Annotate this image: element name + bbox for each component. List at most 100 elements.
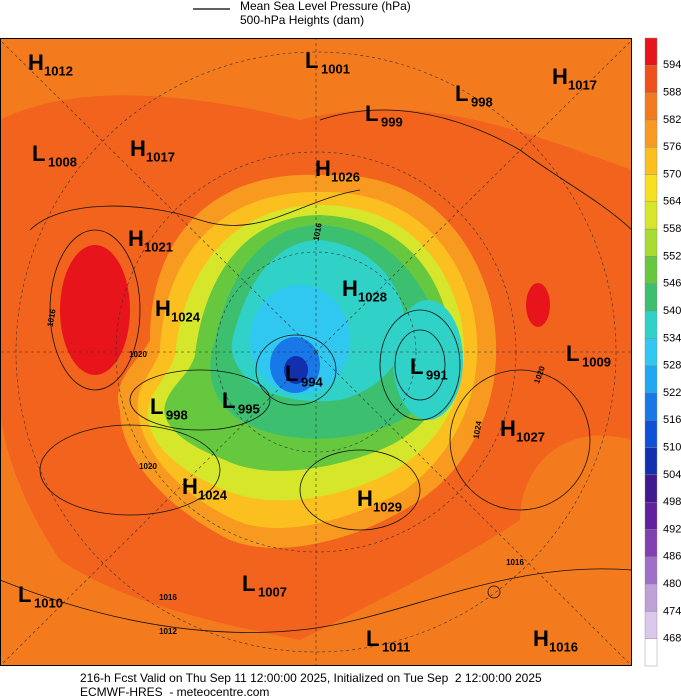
center-pressure: 1016 bbox=[549, 639, 578, 654]
colorbar-swatch bbox=[644, 638, 658, 667]
colorbar-label: 540 bbox=[663, 305, 681, 317]
colorbar-swatch bbox=[644, 501, 658, 530]
center-pressure: 1007 bbox=[258, 584, 287, 599]
center-type: L bbox=[18, 582, 31, 607]
isobar bbox=[29, 189, 361, 231]
colorbar-swatch bbox=[644, 338, 658, 366]
colorbar-label: 564 bbox=[663, 196, 681, 208]
center-pressure: 1026 bbox=[331, 169, 360, 184]
center-type: H bbox=[28, 50, 44, 75]
center-pressure: 1017 bbox=[146, 149, 175, 164]
height-band bbox=[393, 300, 463, 420]
colorbar-label: 582 bbox=[663, 114, 681, 126]
colorbar-label: 498 bbox=[663, 496, 681, 508]
contour-label: 1012 bbox=[159, 627, 177, 636]
colorbar-swatch bbox=[644, 201, 658, 230]
center-type: H bbox=[182, 474, 198, 499]
colorbar-swatch bbox=[644, 228, 658, 257]
center-pressure: 1012 bbox=[44, 63, 73, 78]
colorbar-label: 576 bbox=[663, 141, 681, 153]
height-band bbox=[60, 245, 130, 375]
center-type: L bbox=[242, 571, 255, 596]
colorbar-swatch bbox=[644, 119, 658, 148]
isobar bbox=[449, 369, 591, 511]
colorbar-swatch bbox=[644, 392, 658, 421]
center-pressure: 1001 bbox=[321, 61, 350, 76]
colorbar-label: 534 bbox=[663, 332, 681, 344]
center-pressure: 1021 bbox=[144, 239, 173, 254]
colorbar-swatch bbox=[644, 256, 658, 284]
center-pressure: 994 bbox=[301, 374, 323, 389]
center-type: L bbox=[150, 394, 163, 419]
colorbar-label: 480 bbox=[663, 578, 681, 590]
center-pressure: 1008 bbox=[48, 154, 77, 169]
isobar bbox=[129, 369, 271, 431]
colorbar-label: 516 bbox=[663, 414, 681, 426]
colorbar-label: 546 bbox=[663, 278, 681, 290]
colorbar-swatch bbox=[644, 529, 658, 557]
center-type: L bbox=[566, 341, 579, 366]
colorbar-label: 528 bbox=[663, 360, 681, 372]
map-frame bbox=[0, 38, 632, 666]
center-type: L bbox=[285, 361, 298, 386]
isobar bbox=[299, 449, 421, 531]
center-pressure: 991 bbox=[426, 367, 448, 382]
colorbar-label: 594 bbox=[663, 59, 681, 71]
colorbar-swatch bbox=[644, 283, 658, 312]
center-pressure: 995 bbox=[238, 401, 260, 416]
center-pressure: 1027 bbox=[516, 429, 545, 444]
center-type: H bbox=[357, 486, 373, 511]
center-type: L bbox=[410, 354, 423, 379]
center-pressure: 998 bbox=[471, 94, 493, 109]
latitude-circle bbox=[215, 251, 417, 453]
center-type: H bbox=[342, 276, 358, 301]
colorbar-label: 558 bbox=[663, 223, 681, 235]
colorbar-swatch bbox=[644, 611, 658, 639]
contour-label: 1016 bbox=[46, 308, 58, 328]
colorbar-swatch bbox=[644, 583, 658, 612]
meridian bbox=[0, 38, 632, 666]
center-type: L bbox=[366, 626, 379, 651]
colorbar-swatch bbox=[644, 92, 658, 121]
center-type: H bbox=[128, 226, 144, 251]
center-type: L bbox=[365, 101, 378, 126]
legend-fill-label: 500-hPa Heights (dam) bbox=[240, 13, 364, 27]
isobar bbox=[255, 334, 337, 406]
colorbar-label: 510 bbox=[663, 441, 681, 453]
center-pressure: 1010 bbox=[34, 595, 63, 610]
colorbar-swatch bbox=[644, 365, 658, 394]
colorbar-swatch bbox=[644, 310, 658, 339]
contour-label: 1020 bbox=[139, 462, 157, 471]
colorbar: 594 588 582 576 570 564 558 552 546 540 534 528 522 5… bbox=[644, 37, 681, 667]
colorbar-swatch bbox=[644, 420, 658, 448]
colorbar-swatch bbox=[644, 37, 658, 66]
center-type: H bbox=[130, 136, 146, 161]
colorbar-label: 588 bbox=[663, 87, 681, 99]
colorbar-swatch bbox=[644, 65, 658, 93]
center-pressure: 1017 bbox=[568, 77, 597, 92]
center-pressure: 998 bbox=[166, 407, 188, 422]
center-type: H bbox=[552, 64, 568, 89]
isobar bbox=[39, 424, 221, 516]
colorbar-label: 468 bbox=[663, 633, 681, 645]
colorbar-swatch bbox=[644, 174, 658, 203]
contour-label: 1016 bbox=[312, 222, 324, 242]
colorbar-swatch bbox=[644, 556, 658, 585]
contour-label: 1024 bbox=[472, 420, 484, 440]
center-pressure: 999 bbox=[381, 114, 403, 129]
colorbar-swatch bbox=[644, 474, 658, 503]
footer-line: ECMWF-HRES - meteocentre.com bbox=[80, 685, 269, 699]
colorbar-swatch bbox=[644, 147, 658, 175]
colorbar-swatch bbox=[644, 447, 658, 476]
contour-label: 1020 bbox=[129, 350, 147, 359]
center-type: H bbox=[315, 156, 331, 181]
center-type: H bbox=[155, 296, 171, 321]
colorbar-label: 570 bbox=[663, 168, 681, 180]
isobar bbox=[487, 585, 501, 599]
center-pressure: 1024 bbox=[171, 309, 201, 324]
center-type: L bbox=[32, 141, 45, 166]
isobar bbox=[49, 229, 141, 391]
